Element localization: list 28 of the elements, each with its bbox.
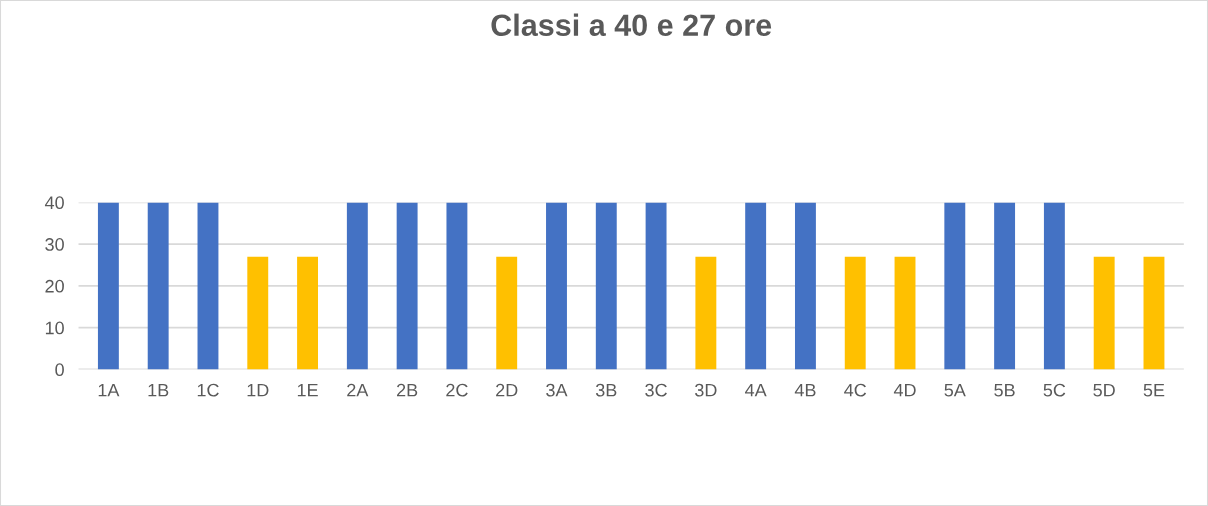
y-tick-label: 40 [44,196,64,210]
y-tick-label: 10 [45,321,64,335]
x-tick-label: 5D [1093,383,1115,397]
x-tick-label: 1C [197,383,219,397]
x-tick-label: 2C [446,383,468,397]
x-tick-label: 4A [745,383,767,397]
x-tick-label: 5E [1143,383,1165,397]
x-tick-label: 4B [794,383,816,397]
y-tick-label: 0 [55,363,64,377]
chart-title: Classi a 40 e 27 ore [491,13,772,37]
x-tick-label: 4C [844,383,867,397]
x-tick-label: 2B [396,383,418,397]
y-tick-label: 20 [45,279,64,293]
x-tick-label: 3A [546,383,568,397]
x-tick-label: 1B [148,383,169,397]
x-tick-label: 1E [297,383,318,397]
x-tick-label: 5B [994,383,1015,397]
x-tick-label: 4D [893,383,916,397]
x-tick-label: 2A [347,383,369,397]
x-tick-label: 1D [247,383,269,397]
x-tick-label: 3B [595,383,617,397]
x-tick-label: 5C [1043,383,1066,397]
x-tick-label: 2D [496,383,518,397]
x-tick-label: 3C [645,383,667,397]
y-tick-label: 30 [45,238,64,251]
x-tick-label: 3D [695,383,717,397]
x-tick-label: 1A [98,383,120,397]
x-tick-label: 5A [944,383,966,397]
